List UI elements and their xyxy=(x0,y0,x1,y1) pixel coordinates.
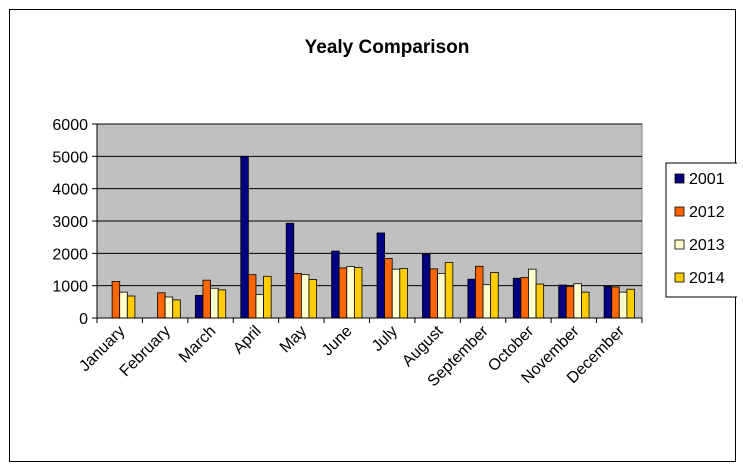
bar xyxy=(172,299,181,319)
bar xyxy=(482,284,492,319)
bar xyxy=(437,272,446,319)
bar xyxy=(512,277,522,319)
y-tick-label: 2000 xyxy=(52,246,88,263)
bar xyxy=(467,278,476,319)
bar xyxy=(429,268,439,319)
bar xyxy=(422,253,431,319)
x-tick-label: June xyxy=(319,323,356,360)
bar xyxy=(581,291,590,319)
bar xyxy=(490,272,499,319)
legend-swatch xyxy=(674,173,685,184)
bar xyxy=(399,268,408,319)
bar xyxy=(565,286,575,319)
bar xyxy=(263,275,272,319)
bar xyxy=(126,295,136,319)
legend-label: 2014 xyxy=(689,270,725,287)
y-tick-label: 6000 xyxy=(52,117,88,134)
bar xyxy=(247,274,257,319)
bar xyxy=(353,267,363,319)
bar xyxy=(255,293,264,319)
bar xyxy=(338,267,348,319)
bar xyxy=(528,268,537,319)
bar xyxy=(475,265,484,319)
bar xyxy=(331,250,340,319)
legend-swatch xyxy=(674,272,685,283)
bar xyxy=(535,283,545,319)
bar xyxy=(217,289,227,319)
bar xyxy=(618,291,628,319)
x-tick-label: May xyxy=(277,323,310,356)
bar xyxy=(111,281,121,319)
bar xyxy=(573,283,582,319)
bar xyxy=(293,272,302,319)
x-tick-label: March xyxy=(176,323,219,366)
gridlines xyxy=(97,123,642,287)
bar xyxy=(603,285,613,319)
legend-label: 2001 xyxy=(689,171,725,188)
bar xyxy=(164,296,174,319)
bar xyxy=(626,288,635,319)
bar-chart: Yealy Comparison 0 1000 2000 3000 4000 5000 60… xyxy=(52,37,737,390)
x-tick-label: April xyxy=(230,323,265,358)
bar xyxy=(194,294,204,319)
bar xyxy=(285,222,295,319)
y-tick-label: 3000 xyxy=(52,214,88,231)
bar xyxy=(376,232,386,319)
bar xyxy=(308,279,317,319)
chart-frame: Yealy Comparison 0 1000 2000 3000 4000 5000 60… xyxy=(9,9,737,462)
bar xyxy=(157,292,166,319)
legend-swatch xyxy=(674,206,685,217)
bar xyxy=(346,266,355,319)
y-tick-label: 5000 xyxy=(52,149,88,166)
legend-label: 2013 xyxy=(689,237,725,254)
bar xyxy=(384,258,393,319)
bar xyxy=(119,291,128,319)
legend-label: 2012 xyxy=(689,204,725,221)
bar xyxy=(240,155,249,319)
bar xyxy=(444,261,454,319)
bar xyxy=(558,284,567,319)
bar xyxy=(391,268,401,319)
y-tick-label: 1000 xyxy=(52,279,88,296)
bar xyxy=(300,274,310,319)
bar xyxy=(520,277,529,319)
y-tick-label: 4000 xyxy=(52,182,88,199)
bar xyxy=(210,287,219,319)
bar xyxy=(611,286,620,319)
bars xyxy=(111,155,635,319)
chart-title: Yealy Comparison xyxy=(305,37,470,58)
y-axis-ticks: 0 1000 2000 3000 4000 5000 6000 xyxy=(52,117,97,328)
legend: 2001 2012 2013 2014 xyxy=(665,162,737,298)
x-tick-label: July xyxy=(369,323,401,355)
bar xyxy=(202,279,211,319)
legend-swatch xyxy=(674,239,685,250)
x-tick-label: February xyxy=(117,323,174,380)
y-tick-label: 0 xyxy=(79,311,88,328)
